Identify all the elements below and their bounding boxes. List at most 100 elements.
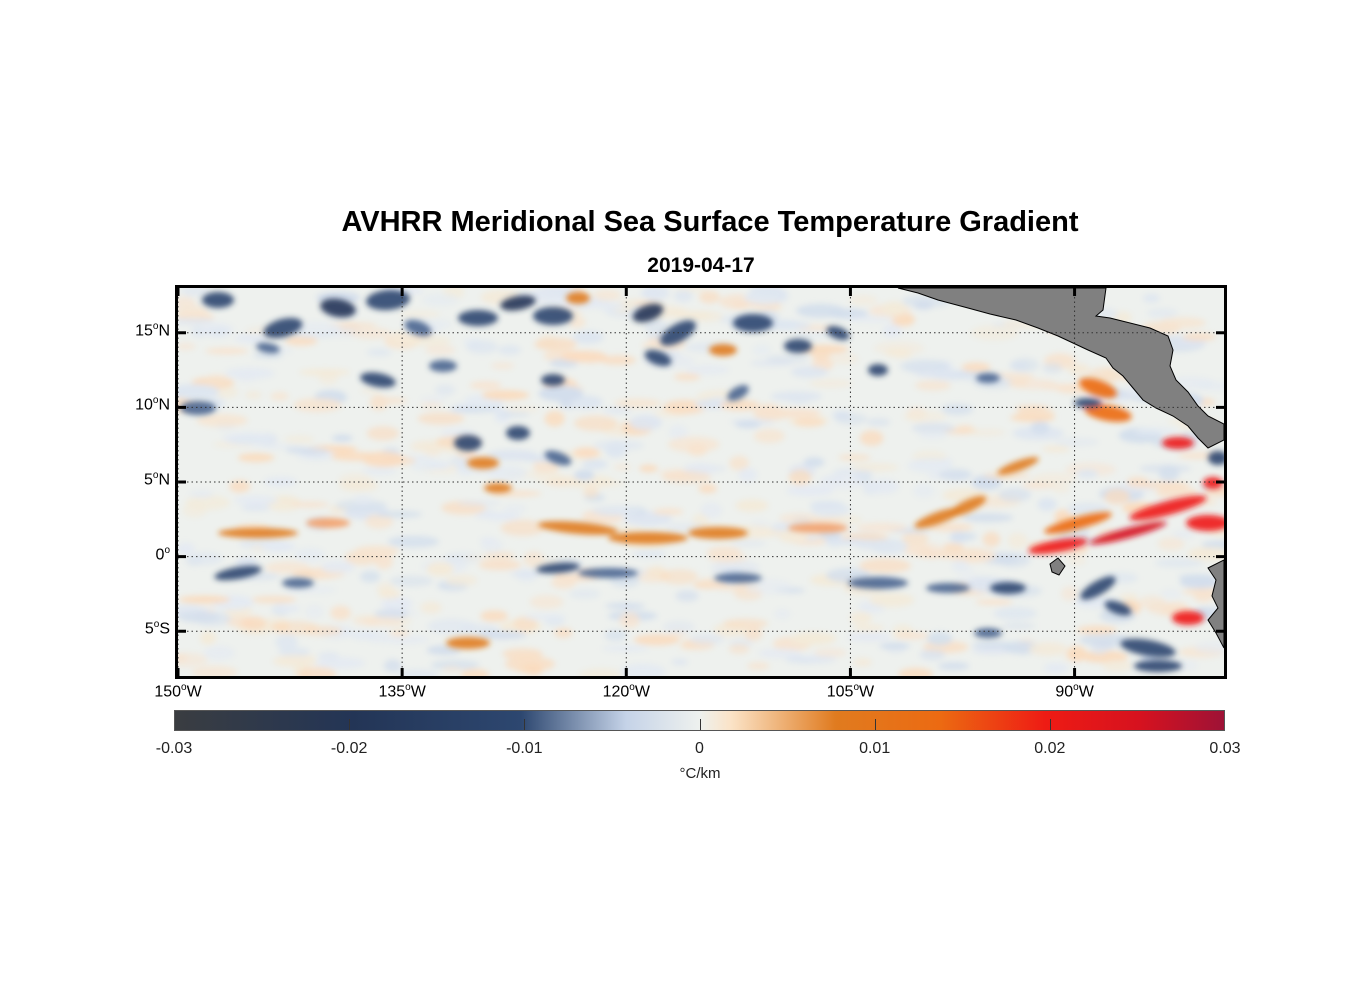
field-texture bbox=[901, 531, 929, 546]
field-texture bbox=[480, 610, 508, 622]
field-texture bbox=[928, 522, 974, 532]
field-texture bbox=[1201, 540, 1224, 550]
field-texture bbox=[859, 558, 911, 574]
field-texture bbox=[1147, 602, 1178, 615]
field-texture bbox=[275, 634, 298, 650]
field-texture bbox=[790, 632, 837, 645]
field-texture bbox=[441, 427, 475, 438]
field-texture bbox=[425, 344, 456, 356]
field-feature bbox=[366, 289, 410, 311]
field-texture bbox=[180, 288, 209, 297]
field-texture bbox=[1140, 481, 1190, 490]
field-texture bbox=[478, 559, 522, 571]
field-feature bbox=[544, 450, 572, 466]
field-texture bbox=[668, 425, 688, 440]
field-texture bbox=[660, 569, 699, 585]
field-texture bbox=[366, 426, 399, 441]
field-texture bbox=[915, 380, 951, 391]
field-texture bbox=[583, 486, 599, 499]
field-feature bbox=[1104, 600, 1132, 616]
field-texture bbox=[366, 348, 392, 357]
field-texture bbox=[1178, 573, 1214, 581]
field-texture bbox=[605, 441, 627, 458]
field-texture bbox=[417, 412, 465, 425]
field-texture bbox=[222, 432, 274, 445]
field-texture bbox=[866, 418, 891, 427]
field-texture bbox=[744, 578, 792, 595]
lat-label: 5oS bbox=[144, 619, 170, 638]
field-texture bbox=[1172, 530, 1194, 539]
field-texture bbox=[605, 602, 646, 609]
field-feature bbox=[256, 342, 280, 354]
field-texture bbox=[881, 301, 907, 315]
field-feature bbox=[214, 565, 262, 581]
field-texture bbox=[554, 627, 573, 638]
lon-label: 135oW bbox=[378, 682, 426, 701]
field-texture bbox=[200, 631, 217, 645]
field-texture bbox=[1076, 469, 1099, 479]
field-texture bbox=[579, 668, 624, 676]
field-texture bbox=[568, 316, 586, 329]
field-feature bbox=[1044, 512, 1112, 534]
field-texture bbox=[1042, 445, 1070, 453]
field-texture bbox=[375, 553, 393, 570]
field-texture bbox=[242, 334, 269, 344]
field-texture bbox=[188, 551, 223, 566]
field-texture bbox=[653, 508, 684, 516]
field-texture bbox=[663, 620, 695, 634]
field-texture bbox=[1175, 660, 1198, 672]
field-feature bbox=[608, 532, 688, 544]
field-texture bbox=[317, 652, 340, 660]
field-texture bbox=[409, 456, 440, 472]
field-texture bbox=[284, 586, 337, 594]
field-texture bbox=[793, 417, 825, 427]
field-feature bbox=[848, 577, 908, 589]
field-texture bbox=[534, 337, 578, 351]
field-feature bbox=[990, 582, 1026, 594]
field-texture bbox=[859, 430, 884, 446]
field-texture bbox=[204, 374, 230, 387]
graticule bbox=[178, 288, 1224, 676]
field-feature bbox=[282, 578, 314, 588]
colorbar-tick-label: 0.03 bbox=[1209, 740, 1241, 757]
field-texture bbox=[503, 503, 527, 514]
field-feature bbox=[1186, 515, 1224, 531]
field-texture bbox=[1044, 663, 1069, 674]
field-texture bbox=[377, 582, 395, 596]
field-texture bbox=[735, 421, 761, 429]
field-texture bbox=[273, 605, 301, 613]
field-texture bbox=[201, 322, 234, 338]
field-feature bbox=[506, 426, 530, 440]
field-feature bbox=[1089, 521, 1167, 545]
field-feature bbox=[202, 292, 234, 308]
field-texture bbox=[913, 300, 934, 310]
field-texture bbox=[1067, 556, 1087, 565]
colorbar-tick-label: -0.01 bbox=[506, 740, 543, 757]
field-texture bbox=[379, 635, 430, 645]
field-texture bbox=[365, 513, 394, 529]
field-texture bbox=[913, 483, 935, 499]
field-texture bbox=[853, 657, 872, 667]
field-texture bbox=[1042, 362, 1063, 374]
field-feature bbox=[536, 562, 580, 574]
field-texture bbox=[320, 560, 355, 574]
field-feature bbox=[454, 435, 482, 451]
field-texture bbox=[293, 398, 342, 412]
field-texture bbox=[903, 543, 931, 556]
field-texture bbox=[189, 490, 214, 498]
field-texture bbox=[950, 532, 977, 541]
map-title: AVHRR Meridional Sea Surface Temperature… bbox=[341, 206, 1079, 238]
field-texture bbox=[885, 347, 907, 358]
field-texture bbox=[449, 455, 472, 468]
lon-label: 120oW bbox=[602, 682, 650, 701]
field-texture bbox=[698, 577, 718, 586]
field-texture bbox=[178, 611, 220, 623]
field-feature bbox=[784, 339, 812, 353]
field-texture bbox=[1067, 363, 1090, 375]
field-texture bbox=[291, 501, 329, 508]
field-texture bbox=[360, 570, 381, 583]
field-texture bbox=[602, 645, 650, 652]
field-texture bbox=[865, 479, 900, 494]
field-texture bbox=[229, 480, 251, 493]
field-texture bbox=[1031, 472, 1076, 486]
